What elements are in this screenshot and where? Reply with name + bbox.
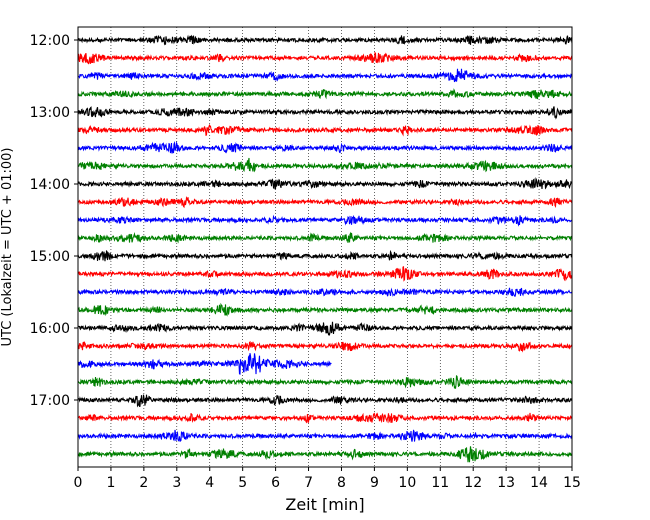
- trace-1645: [77, 374, 573, 389]
- x-tick-label: 8: [337, 475, 346, 491]
- x-tick-label: 2: [139, 475, 148, 491]
- trace-1615: [77, 340, 573, 353]
- y-tick-label: 13:00: [30, 105, 70, 121]
- trace-1715: [77, 412, 573, 424]
- x-tick-label: 7: [304, 475, 313, 491]
- x-tick-label: 12: [464, 475, 482, 491]
- x-tick-label: 0: [74, 475, 83, 491]
- x-tick-label: 15: [563, 475, 581, 491]
- trace-1500: [77, 249, 573, 262]
- trace-1530: [77, 287, 573, 297]
- trace-1415: [77, 196, 573, 209]
- trace-1730: [77, 429, 573, 443]
- y-axis-ticks: 12:00 13:00 14:00 15:00 16:00 17:00: [30, 33, 78, 409]
- trace-1700: [77, 394, 573, 408]
- trace-1630: [77, 353, 332, 375]
- trace-1430: [77, 214, 573, 227]
- trace-1745: [77, 446, 573, 463]
- x-tick-label: 6: [271, 475, 280, 491]
- trace-series-group: [77, 34, 573, 463]
- trace-1515: [77, 266, 573, 282]
- vertical-grid: [110, 27, 540, 467]
- plot-frame: [77, 26, 573, 468]
- trace-1245: [77, 88, 573, 100]
- x-axis-label: Zeit [min]: [285, 495, 364, 514]
- trace-1345: [77, 157, 573, 173]
- trace-1545: [77, 302, 573, 317]
- y-tick-label: 16:00: [30, 321, 70, 337]
- x-tick-label: 4: [205, 475, 214, 491]
- trace-1215: [77, 51, 573, 65]
- x-tick-label: 1: [106, 475, 115, 491]
- y-tick-label: 17:00: [30, 393, 70, 409]
- y-tick-label: 15:00: [30, 249, 70, 265]
- y-axis-label: UTC (Lokalzeit = UTC + 01:00): [0, 148, 15, 347]
- trace-1200: [77, 34, 573, 46]
- trace-1315: [77, 123, 573, 137]
- trace-1230: [77, 68, 573, 83]
- x-tick-label: 9: [370, 475, 379, 491]
- y-tick-label: 14:00: [30, 177, 70, 193]
- trace-1400: [77, 177, 573, 190]
- x-tick-label: 14: [530, 475, 548, 491]
- x-tick-label: 10: [398, 475, 416, 491]
- trace-1600: [77, 321, 573, 337]
- trace-1330: [77, 140, 573, 154]
- x-tick-label: 13: [497, 475, 515, 491]
- x-tick-label: 5: [238, 475, 247, 491]
- trace-1445: [77, 231, 573, 244]
- x-axis-ticks: 0 1 2 3 4 5 6 7 8 9 10 11 12 13 14 15: [74, 467, 581, 491]
- y-tick-label: 12:00: [30, 33, 70, 49]
- trace-1300: [77, 106, 573, 120]
- x-tick-label: 11: [431, 475, 449, 491]
- x-tick-label: 3: [172, 475, 181, 491]
